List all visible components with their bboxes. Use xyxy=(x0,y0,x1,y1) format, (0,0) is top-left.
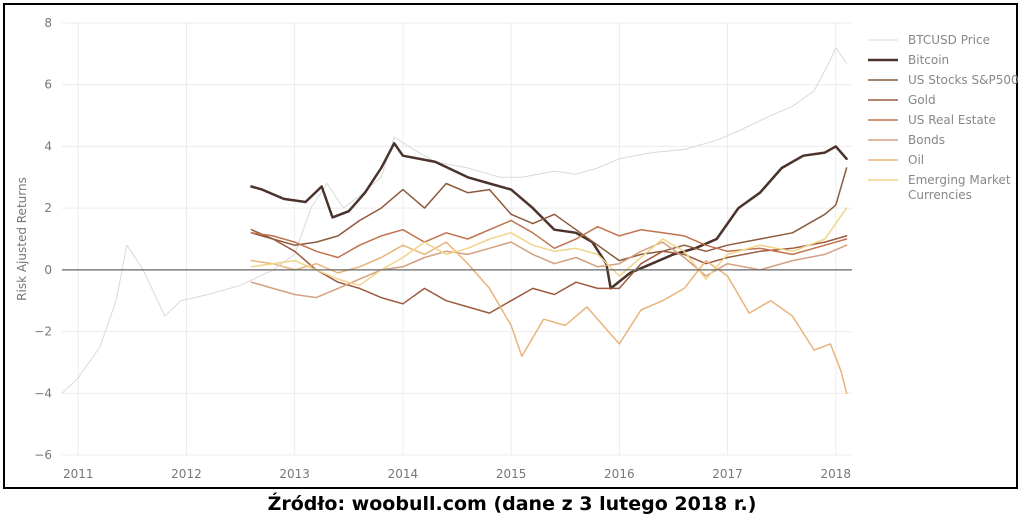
series-line xyxy=(250,241,848,299)
y-tick-label: 8 xyxy=(44,16,52,30)
legend-label: Gold xyxy=(908,93,936,107)
x-tick-label: 2013 xyxy=(279,467,310,481)
series-line xyxy=(250,219,848,259)
x-tick-label: 2011 xyxy=(63,467,94,481)
x-tick-label: 2018 xyxy=(820,467,851,481)
legend-label: US Real Estate xyxy=(908,113,996,127)
x-tick-label: 2012 xyxy=(171,467,202,481)
series-line xyxy=(250,207,848,287)
x-tick-label: 2017 xyxy=(712,467,743,481)
series-line xyxy=(61,47,848,394)
series-line xyxy=(250,228,848,314)
legend-label: Emerging Market Currencies xyxy=(908,173,1011,202)
x-tick-label: 2014 xyxy=(388,467,419,481)
y-tick-label: 6 xyxy=(44,78,52,92)
y-axis-label: Risk Ajusted Returns xyxy=(15,177,29,301)
y-tick-label: −4 xyxy=(34,386,52,400)
y-tick-label: 4 xyxy=(44,139,52,153)
series-line xyxy=(250,241,848,395)
series-line xyxy=(250,142,848,290)
chart-frame xyxy=(3,3,1018,489)
legend-label: Oil xyxy=(908,153,924,167)
chart: 8 6 4 2 0 −2 −4 −6 2011 2012 2013 2014 2015 2016 2017 2… xyxy=(15,16,1019,481)
legend-label: Bonds xyxy=(908,133,945,147)
x-tick-label: 2015 xyxy=(496,467,527,481)
x-tick-label: 2016 xyxy=(604,467,635,481)
legend-label: US Stocks S&P500 xyxy=(908,73,1019,87)
y-tick-label: −2 xyxy=(34,325,52,339)
y-tick-label: 0 xyxy=(44,263,52,277)
y-tick-label: 2 xyxy=(44,201,52,215)
y-tick-label: −6 xyxy=(34,448,52,462)
legend-label: Bitcoin xyxy=(908,53,949,67)
source-caption: Źródło: woobull.com (dane z 3 lutego 201… xyxy=(267,493,757,515)
series-line xyxy=(250,167,848,262)
legend-label: BTCUSD Price xyxy=(908,33,990,47)
